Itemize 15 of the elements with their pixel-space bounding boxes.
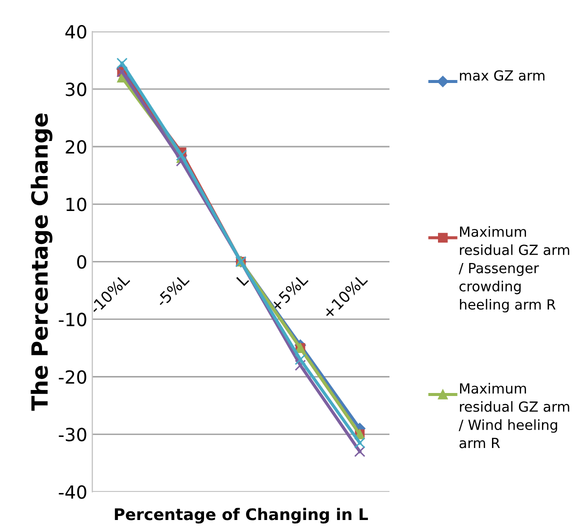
x-tick-label: L — [236, 273, 250, 286]
legend-label: Maximum residual GZ arm / Passenger crowding heeling arm R — [458, 226, 570, 312]
y-axis-title: The Percentage Change — [30, 114, 52, 411]
legend-label: max GZ arm — [460, 70, 544, 81]
y-tick-label: 40 — [65, 25, 86, 39]
y-tick-label: -20 — [58, 370, 86, 384]
y-tick-label: -10 — [58, 312, 86, 326]
y-tick-label: 20 — [66, 140, 86, 154]
y-tick-label: -40 — [58, 485, 86, 499]
x-axis-title: Percentage of Changing in L — [114, 508, 368, 524]
y-tick-label: 10 — [66, 198, 86, 212]
y-tick-label: 30 — [66, 82, 86, 96]
y-tick-label: -30 — [58, 428, 86, 442]
y-tick-label: 0 — [77, 255, 86, 269]
legend-label: Maximum residual GZ arm / Wind heeling arm R — [458, 382, 570, 448]
